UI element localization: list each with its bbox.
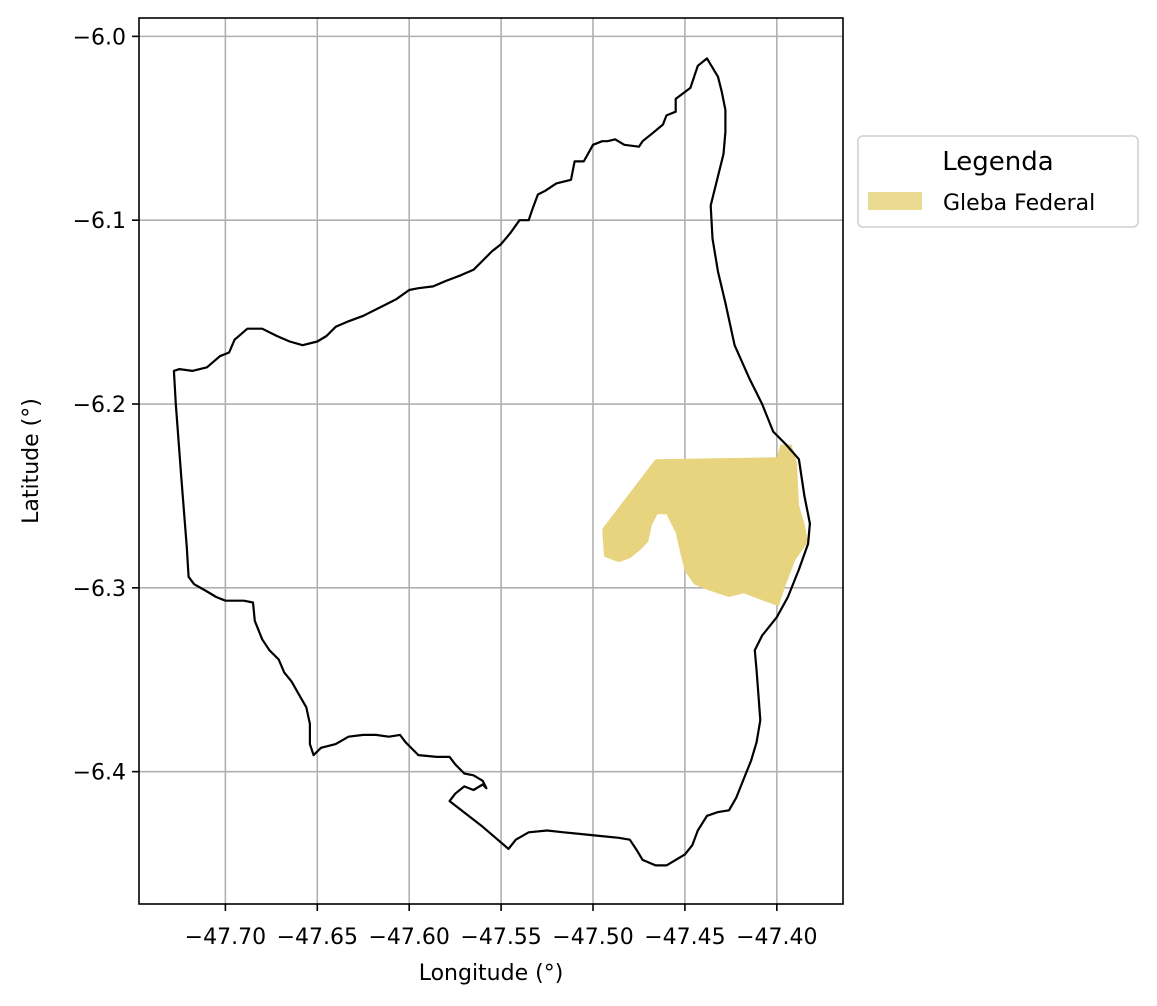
x-axis-ticks: −47.70 −47.65 −47.60 −47.55 −47.50 −47.45 −47.… [185,904,818,950]
x-tick-label: −47.55 [460,925,541,950]
y-axis-ticks: −6.0 −6.1 −6.2 −6.3 −6.4 [73,25,139,786]
legend-label-gleba-federal: Gleba Federal [943,191,1095,216]
gleba-federal-polygon [602,444,809,607]
y-tick-label: −6.3 [73,577,126,602]
y-tick-label: −6.1 [73,209,126,234]
municipality-boundary-outline [172,57,812,867]
legend-swatch-gleba-federal [868,192,922,210]
y-tick-label: −6.2 [73,393,126,418]
x-axis-label: Longitude (°) [419,961,564,986]
x-tick-label: −47.40 [736,925,817,950]
legend-frame [857,135,1139,228]
x-tick-label: −47.70 [185,925,266,950]
legend: Legenda Gleba Federal [857,135,1139,228]
y-tick-label: −6.4 [73,761,126,786]
legend-title: Legenda [942,147,1053,177]
y-axis-label: Latitude (°) [19,398,44,524]
plot-frame [138,17,844,905]
x-tick-label: −47.50 [552,925,633,950]
map-layers [172,57,812,867]
x-tick-label: −47.65 [277,925,358,950]
y-tick-label: −6.0 [73,25,126,50]
x-tick-label: −47.45 [644,925,725,950]
x-tick-label: −47.60 [368,925,449,950]
